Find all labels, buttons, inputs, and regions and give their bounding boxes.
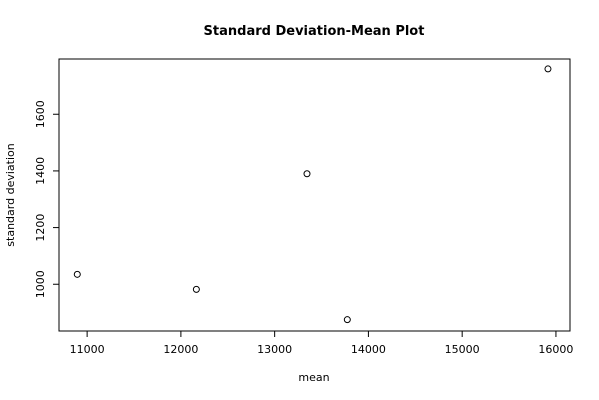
- y-tick-label: 1000: [34, 270, 47, 298]
- data-point: [303, 170, 311, 178]
- x-tick-label: 11000: [70, 343, 105, 356]
- y-tick-label: 1200: [34, 214, 47, 242]
- x-axis: 11000 12000 13000 14000 15000 16000: [70, 330, 573, 356]
- y-tick-label: 1600: [34, 100, 47, 128]
- y-tick-label: 1400: [34, 157, 47, 185]
- data-point: [73, 270, 81, 278]
- data-point: [192, 285, 200, 293]
- y-axis-label: standard deviation: [4, 143, 17, 246]
- plot-frame: [58, 58, 571, 332]
- data-point: [343, 316, 351, 324]
- x-tick-label: 12000: [163, 343, 198, 356]
- chart-title: Standard Deviation-Mean Plot: [204, 24, 425, 39]
- x-tick-label: 13000: [257, 343, 292, 356]
- data-point: [544, 65, 552, 73]
- y-axis: 1000 1200 1400 1600: [34, 100, 60, 298]
- x-tick-label: 15000: [445, 343, 480, 356]
- data-points: [73, 65, 552, 324]
- x-axis-label: mean: [298, 371, 329, 384]
- x-tick-label: 14000: [351, 343, 386, 356]
- x-tick-label: 16000: [538, 343, 573, 356]
